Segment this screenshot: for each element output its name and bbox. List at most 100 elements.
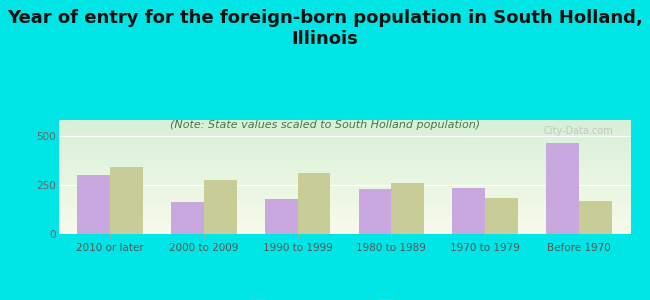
Bar (58, 184, 630, 185)
Bar (58, 200, 630, 201)
Bar (58, 154, 630, 155)
Bar (58, 225, 630, 226)
Bar (58, 137, 630, 138)
Bar (58, 190, 630, 191)
Bar (58, 170, 630, 171)
Bar (58, 181, 630, 182)
Bar (58, 142, 630, 143)
Bar (391, 183, 424, 234)
Bar (110, 167, 143, 234)
Text: (Note: State values scaled to South Holland population): (Note: State values scaled to South Holl… (170, 120, 480, 130)
Bar (58, 179, 630, 180)
Bar (58, 168, 630, 169)
Bar (58, 177, 630, 178)
Bar (58, 178, 630, 179)
Bar (265, 199, 298, 234)
Bar (58, 149, 630, 150)
Bar (58, 228, 630, 229)
Bar (58, 131, 630, 132)
Bar (58, 169, 630, 170)
Bar (58, 224, 630, 225)
Bar (58, 213, 630, 214)
Bar (58, 124, 630, 125)
Text: Year of entry for the foreign-born population in South Holland,
Illinois: Year of entry for the foreign-born popul… (7, 9, 643, 48)
Bar (546, 142, 579, 234)
Bar (58, 158, 630, 159)
Bar (58, 193, 630, 194)
Bar (359, 189, 391, 234)
Bar (58, 128, 630, 129)
Bar (58, 183, 630, 184)
Bar (58, 230, 630, 231)
Bar (58, 164, 630, 165)
Bar (58, 218, 630, 219)
Bar (58, 191, 630, 192)
Bar (77, 175, 110, 234)
Bar (58, 151, 630, 152)
Bar (58, 201, 630, 202)
Bar (58, 132, 630, 133)
Bar (58, 134, 630, 135)
Bar (58, 130, 630, 131)
Bar (58, 163, 630, 164)
Bar (298, 173, 330, 234)
Bar (58, 214, 630, 215)
Bar (58, 182, 630, 183)
Bar (58, 155, 630, 156)
Bar (58, 208, 630, 209)
Bar (58, 227, 630, 228)
Bar (485, 198, 518, 234)
Bar (58, 229, 630, 230)
Bar (58, 203, 630, 204)
Bar (58, 231, 630, 232)
Bar (58, 143, 630, 144)
Bar (58, 135, 630, 136)
Bar (58, 174, 630, 175)
Bar (58, 187, 630, 188)
Bar (58, 204, 630, 205)
Bar (58, 180, 630, 181)
Bar (58, 215, 630, 216)
Text: City-Data.com: City-Data.com (543, 126, 614, 136)
Bar (58, 160, 630, 161)
Bar (58, 192, 630, 193)
Bar (58, 120, 630, 121)
Bar (58, 176, 630, 177)
Bar (58, 147, 630, 148)
Bar (58, 196, 630, 197)
Bar (58, 199, 630, 200)
Bar (58, 194, 630, 195)
Legend: South Holland, Illinois: South Holland, Illinois (245, 295, 444, 300)
Bar (58, 216, 630, 217)
Bar (58, 141, 630, 142)
Bar (58, 126, 630, 127)
Bar (58, 136, 630, 137)
Bar (204, 180, 237, 234)
Bar (58, 165, 630, 166)
Bar (58, 146, 630, 147)
Bar (58, 122, 630, 123)
Bar (58, 209, 630, 210)
Bar (58, 172, 630, 173)
Bar (58, 173, 630, 174)
Bar (58, 232, 630, 233)
Bar (58, 145, 630, 146)
Bar (58, 162, 630, 163)
Bar (58, 133, 630, 134)
Bar (58, 210, 630, 211)
Bar (171, 202, 204, 234)
Bar (58, 226, 630, 227)
Bar (579, 201, 612, 234)
Bar (58, 221, 630, 222)
Bar (58, 233, 630, 234)
Bar (58, 156, 630, 157)
Bar (58, 175, 630, 176)
Bar (58, 153, 630, 154)
Bar (58, 139, 630, 140)
Bar (58, 189, 630, 190)
Bar (58, 188, 630, 189)
Bar (58, 161, 630, 162)
Bar (58, 195, 630, 196)
Bar (58, 205, 630, 206)
Bar (58, 207, 630, 208)
